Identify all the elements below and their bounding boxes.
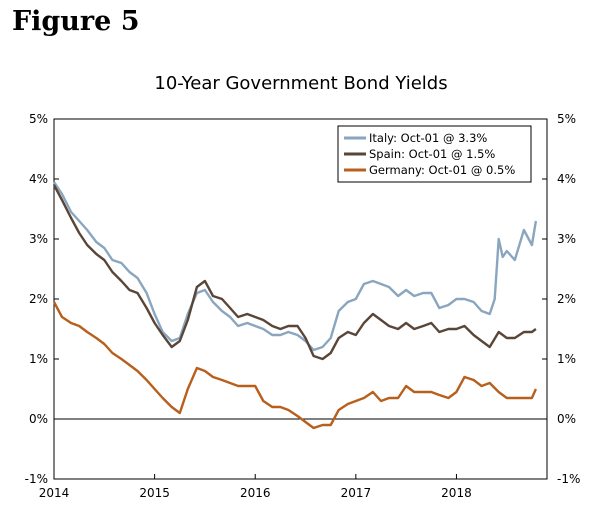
y-tick-label-right: 4% [557, 172, 576, 186]
y-tick-label-right: 5% [557, 112, 576, 126]
legend-box [337, 125, 532, 183]
y-tick-label-right: 2% [557, 292, 576, 306]
y-tick-label-left: 4% [29, 172, 48, 186]
y-tick-label-right: 0% [557, 412, 576, 426]
figure-label: Figure 5 [12, 6, 140, 37]
series-line-2 [52, 301, 537, 430]
y-tick-label-left: 3% [29, 232, 48, 246]
y-tick-label-right: 1% [557, 352, 576, 366]
y-axis-ticks: 5% 5% 4% 4% 3% 3% 2% 2% 1% 1% 0% 0% -1% -1% [25, 112, 581, 486]
chart-title: 10-Year Government Bond Yields [154, 73, 447, 94]
legend-entry: Germany: Oct-01 @ 0.5% [369, 163, 515, 177]
series-line-0 [53, 181, 538, 352]
x-axis-ticks: 2014 2015 2016 2017 2018 [39, 474, 472, 500]
y-tick-label-left: 0% [29, 412, 48, 426]
y-tick-label-left: 5% [29, 112, 48, 126]
x-tick-label: 2017 [341, 486, 372, 500]
y-tick-label-left: 2% [29, 292, 48, 306]
legend: Italy: Oct-01 @ 3.3% Spain: Oct-01 @ 1.5%… [337, 125, 532, 183]
series-layer [52, 181, 538, 430]
y-tick-label-left: 1% [29, 352, 48, 366]
x-tick-label: 2018 [441, 486, 472, 500]
x-tick-label: 2014 [39, 486, 70, 500]
x-tick-label: 2016 [240, 486, 271, 500]
y-tick-label-right: -1% [557, 472, 580, 486]
y-tick-label-left: -1% [25, 472, 48, 486]
y-tick-label-right: 3% [557, 232, 576, 246]
legend-entry: Spain: Oct-01 @ 1.5% [369, 147, 495, 161]
series-line-1 [52, 184, 537, 361]
x-tick-label: 2015 [139, 486, 170, 500]
legend-entry: Italy: Oct-01 @ 3.3% [369, 131, 487, 145]
